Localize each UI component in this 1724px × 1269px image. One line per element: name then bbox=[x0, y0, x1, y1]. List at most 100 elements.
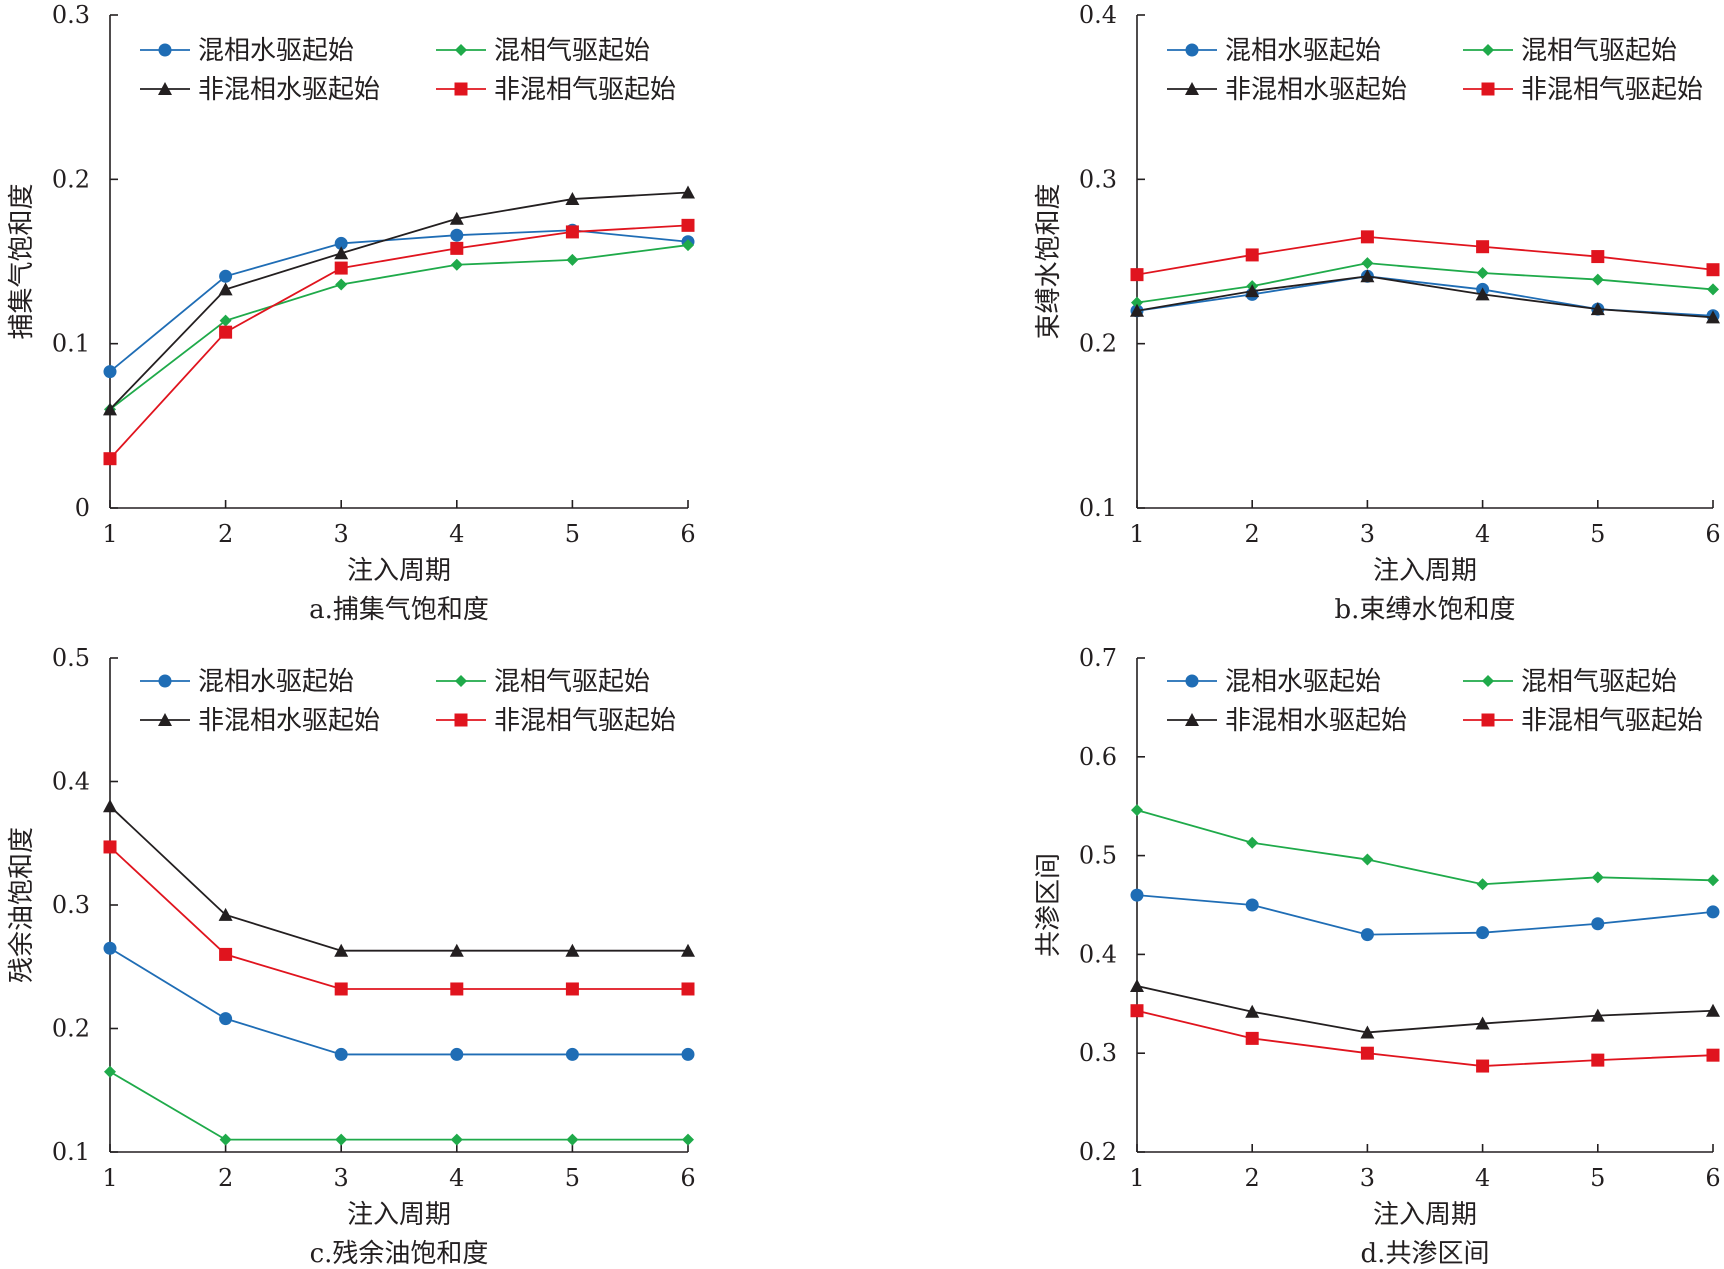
y-tick-label: 0.5 bbox=[52, 644, 90, 672]
legend-label: 非混相气驱起始 bbox=[1521, 706, 1703, 736]
data-point-series-2 bbox=[682, 1133, 694, 1146]
data-point-series-4 bbox=[1591, 250, 1605, 264]
chart-panel-1: 0 0.1 0.2 0.3 1 2 3 4 5 6 注入周期 捕集气饱和度 a.捕集气饱和度 混相水驱起始… bbox=[7, 1, 696, 625]
data-point-series-3 bbox=[1130, 303, 1144, 317]
data-point-series-1 bbox=[103, 365, 117, 379]
panel-caption: c.残余油饱和度 bbox=[310, 1239, 489, 1269]
y-tick-label: 0.1 bbox=[52, 1138, 90, 1166]
data-point-series-4 bbox=[1360, 230, 1374, 244]
legend-label: 非混相气驱起始 bbox=[494, 75, 676, 105]
y-tick-label: 0.3 bbox=[1079, 165, 1117, 193]
x-tick-label: 5 bbox=[1590, 1164, 1605, 1192]
data-point-series-4 bbox=[1706, 263, 1720, 277]
series-line-4 bbox=[1136, 1009, 1714, 1067]
data-point-series-3 bbox=[218, 907, 233, 921]
data-point-series-1 bbox=[1476, 926, 1490, 940]
legend-label: 混相水驱起始 bbox=[1225, 36, 1381, 66]
legend-marker bbox=[158, 713, 172, 726]
data-point-series-3 bbox=[1590, 1008, 1605, 1022]
legend-label: 非混相水驱起始 bbox=[198, 706, 380, 736]
x-tick-label: 1 bbox=[102, 520, 117, 548]
x-tick-label: 3 bbox=[334, 520, 349, 548]
data-point-series-3 bbox=[334, 943, 349, 957]
data-point-series-2 bbox=[682, 239, 694, 252]
data-point-series-1 bbox=[1706, 905, 1720, 919]
data-point-series-3 bbox=[1360, 269, 1375, 283]
x-tick-label: 6 bbox=[680, 1164, 695, 1192]
legend-marker bbox=[1482, 44, 1494, 56]
legend-marker bbox=[455, 675, 467, 687]
x-tick-label: 6 bbox=[1705, 1164, 1720, 1192]
y-tick-label: 0.7 bbox=[1079, 644, 1117, 672]
x-axis-title: 注入周期 bbox=[347, 1200, 451, 1230]
data-point-series-4 bbox=[450, 241, 464, 255]
data-point-series-2 bbox=[1476, 267, 1489, 280]
data-point-series-3 bbox=[1706, 310, 1720, 324]
x-tick-label: 4 bbox=[449, 520, 464, 548]
data-point-series-4 bbox=[1476, 1059, 1490, 1073]
x-tick-label: 2 bbox=[218, 520, 233, 548]
data-point-series-3 bbox=[681, 943, 695, 957]
y-axis-title: 残余油饱和度 bbox=[7, 827, 37, 983]
data-point-series-3 bbox=[218, 282, 233, 296]
data-point-series-2 bbox=[1361, 853, 1374, 866]
data-point-series-4 bbox=[334, 982, 348, 996]
legend-marker bbox=[1185, 82, 1199, 95]
x-tick-label: 3 bbox=[1360, 520, 1375, 548]
data-point-series-4 bbox=[103, 840, 117, 854]
x-tick-label: 1 bbox=[1129, 520, 1144, 548]
x-axis-title: 注入周期 bbox=[1373, 1200, 1477, 1230]
data-point-series-2 bbox=[566, 253, 579, 266]
data-point-series-2 bbox=[450, 1133, 463, 1146]
y-tick-label: 0.2 bbox=[1079, 1138, 1117, 1166]
x-tick-label: 1 bbox=[102, 1164, 117, 1192]
series-line-1 bbox=[109, 947, 688, 1056]
data-point-series-3 bbox=[1475, 287, 1490, 301]
data-point-series-4 bbox=[1591, 1053, 1605, 1067]
data-point-series-2 bbox=[219, 314, 232, 327]
legend-marker bbox=[1185, 713, 1199, 726]
legend-marker bbox=[1185, 674, 1199, 688]
series-line-3 bbox=[109, 191, 689, 411]
series-line-3 bbox=[1136, 275, 1714, 319]
data-point-series-3 bbox=[1706, 1003, 1720, 1017]
data-point-series-2 bbox=[566, 1133, 579, 1146]
legend-label: 混相水驱起始 bbox=[1225, 667, 1381, 697]
data-point-series-4 bbox=[1706, 1048, 1720, 1062]
data-point-series-2 bbox=[1707, 283, 1719, 296]
data-point-series-1 bbox=[103, 941, 117, 955]
data-point-series-4 bbox=[681, 982, 695, 996]
x-tick-label: 4 bbox=[449, 1164, 464, 1192]
data-point-series-1 bbox=[219, 1012, 233, 1026]
data-point-series-4 bbox=[681, 218, 695, 232]
x-tick-label: 5 bbox=[1590, 520, 1605, 548]
data-point-series-2 bbox=[1131, 804, 1143, 817]
data-point-series-4 bbox=[1245, 1031, 1259, 1045]
data-point-series-1 bbox=[1245, 898, 1259, 912]
y-tick-label: 0.6 bbox=[1079, 743, 1117, 771]
y-axis-title: 捕集气饱和度 bbox=[7, 183, 37, 339]
data-point-series-2 bbox=[219, 1133, 232, 1146]
data-point-series-4 bbox=[219, 947, 233, 961]
legend-label: 非混相气驱起始 bbox=[1521, 75, 1703, 105]
y-tick-label: 0.1 bbox=[1079, 494, 1117, 522]
data-point-series-1 bbox=[450, 1047, 464, 1061]
y-axis-title: 束缚水饱和度 bbox=[1034, 183, 1064, 339]
data-point-series-4 bbox=[334, 261, 348, 275]
legend-marker bbox=[455, 44, 467, 56]
legend-marker bbox=[1185, 43, 1199, 57]
series-line-1 bbox=[109, 229, 689, 373]
data-point-series-3 bbox=[1245, 1004, 1260, 1018]
data-point-series-2 bbox=[1476, 878, 1489, 891]
chart-panel-4: 0.2 0.3 0.4 0.5 0.6 0.7 1 2 3 4 5 6 注入周期 共渗区间 d.共渗区间 混相… bbox=[1034, 644, 1721, 1269]
panel-caption: d.共渗区间 bbox=[1361, 1239, 1490, 1269]
data-point-series-3 bbox=[449, 943, 464, 957]
series-line-4 bbox=[109, 846, 688, 990]
legend-label: 非混相水驱起始 bbox=[1225, 706, 1407, 736]
data-point-series-4 bbox=[1476, 240, 1490, 254]
data-point-series-3 bbox=[1245, 284, 1260, 298]
y-tick-label: 0.2 bbox=[52, 1015, 90, 1043]
data-point-series-4 bbox=[1360, 1046, 1374, 1060]
